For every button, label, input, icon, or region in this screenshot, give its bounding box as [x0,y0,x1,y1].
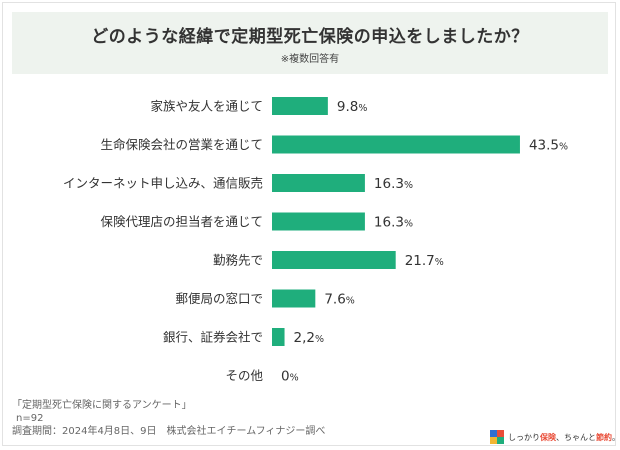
value-label: 43.5% [529,138,568,154]
brand-text-b: 保険 [540,432,556,442]
category-label: 保険代理店の担当者を通じて [100,214,263,229]
bar [272,289,316,308]
chart-subtitle: ※複数回答有 [280,54,340,65]
sample-size: n=92 [16,413,44,424]
value-label: 9.8% [337,99,368,115]
brand-text-c: 、ちゃんと [556,432,596,442]
bar [272,97,328,115]
brand-mark: しっかり 保険 、ちゃんと 節約。 [490,430,620,444]
category-label: 勤務先で [213,253,263,268]
brand-text-e: 。 [612,432,620,442]
category-label: 生命保険会社の営業を通じて [100,137,263,152]
survey-period: 調査期間：2024年4月8日、9日 株式会社エイチームフィナジー調べ [12,426,326,437]
bar [272,212,365,231]
category-label: 郵便局の窓口で [175,291,263,306]
category-label: 家族や友人を通じて [150,99,263,114]
chart-title: どのような経緯で定期型死亡保険の申込をしましたか？ [91,27,529,47]
chart-footer: 「定期型死亡保険に関するアンケート」 n=92 調査期間：2024年4月8日、9… [12,399,325,438]
bar [272,174,365,192]
bar [272,328,285,346]
value-label: 7.6% [324,292,355,308]
value-label: 2,2% [294,330,325,346]
bar [272,135,520,154]
value-label: 21.7% [405,253,444,269]
survey-source: 「定期型死亡保険に関するアンケート」 [12,400,192,411]
brand-text-d: 節約 [596,432,612,442]
value-label: 16.3% [374,215,413,231]
category-label: インターネット申し込み、通信販売 [63,176,263,191]
value-label: 16.3% [374,176,413,192]
brand-logo-icon [490,430,504,444]
bar-chart: 家族や友人を通じて 9.8% 生命保険会社の営業を通じて 43.5% インターネット申し… [63,97,568,385]
category-label: その他 [225,368,263,383]
category-label: 銀行、証券会社で [163,330,263,345]
brand-text-a: しっかり [508,432,540,442]
bar [272,251,396,269]
value-label: 0% [281,369,299,385]
chart-header: どのような経緯で定期型死亡保険の申込をしましたか？ ※複数回答有 [12,12,608,74]
